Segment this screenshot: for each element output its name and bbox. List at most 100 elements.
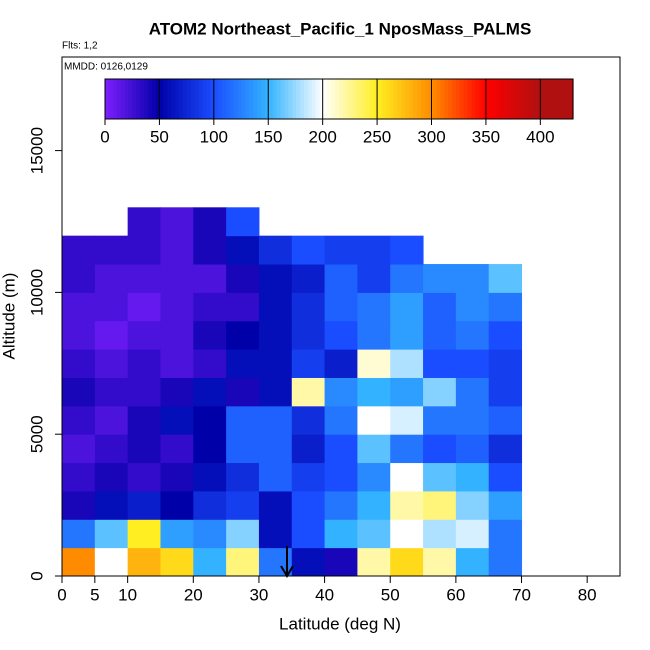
heat-cell (127, 235, 161, 265)
heat-cell (226, 462, 260, 492)
heat-cell (94, 490, 129, 520)
heat-cell (455, 377, 490, 407)
colorbar-swatch (491, 79, 496, 119)
heat-cell (226, 405, 260, 435)
heat-cell (291, 434, 326, 464)
heat-cell (258, 320, 293, 350)
colorbar-swatch (569, 79, 574, 119)
heat-cell (94, 519, 129, 549)
heat-cell (390, 235, 424, 265)
colorbar-swatch (506, 79, 512, 119)
heat-cell (291, 377, 326, 407)
heat-cell (455, 349, 490, 378)
colorbar-swatch (272, 79, 278, 119)
heat-cell (291, 320, 326, 350)
heat-cell (94, 320, 129, 350)
heat-cell (62, 434, 96, 464)
heat-cell (455, 292, 490, 322)
heat-cell (390, 547, 424, 577)
colorbar-swatch (549, 79, 555, 119)
colorbar-tick-label: 0 (100, 127, 109, 146)
colorbar-swatch (307, 79, 313, 119)
colorbar-swatch (358, 79, 363, 119)
x-tick-label: 5 (90, 585, 99, 604)
heat-cell (226, 547, 260, 577)
colorbar-swatch (471, 79, 477, 119)
heat-cell (258, 235, 293, 265)
heat-cell (127, 349, 161, 378)
heat-cell (62, 292, 96, 322)
heat-cell (423, 264, 457, 293)
heat-cell (423, 320, 457, 350)
colorbar-swatch (233, 79, 239, 119)
heat-cell (160, 235, 194, 265)
heat-cell (160, 264, 194, 293)
colorbar-swatch (424, 79, 430, 119)
heat-cell (357, 235, 391, 265)
heat-cell (357, 405, 391, 435)
heat-cell (160, 547, 194, 577)
heat-cell (488, 462, 523, 492)
heat-cell (127, 264, 161, 293)
colorbar-swatch (401, 79, 406, 119)
colorbar-swatch (463, 79, 469, 119)
heat-cell (357, 292, 391, 322)
colorbar-swatch (565, 79, 570, 119)
heat-cell (324, 264, 358, 293)
heat-cell (291, 519, 326, 549)
y-tick-label: 10000 (27, 269, 46, 316)
x-tick-label: 0 (57, 585, 66, 604)
heat-cell (324, 490, 358, 520)
heat-cell (357, 434, 391, 464)
heat-cell (324, 320, 358, 350)
colorbar-swatch (257, 79, 262, 119)
heat-cell (127, 434, 161, 464)
colorbar-swatch (124, 79, 129, 119)
heat-cell (258, 349, 293, 378)
heat-cell (193, 405, 227, 435)
heat-cell (226, 377, 260, 407)
colorbar-swatch (522, 79, 527, 119)
heat-cell (357, 349, 391, 378)
heat-cell (193, 519, 227, 549)
colorbar-swatch (339, 79, 344, 119)
heat-cell (94, 349, 129, 378)
colorbar-swatch (323, 79, 328, 119)
colorbar-swatch (237, 79, 243, 119)
colorbar-swatch (420, 79, 426, 119)
heat-cell (226, 264, 260, 293)
heat-cell (226, 292, 260, 322)
colorbar-swatch (284, 79, 289, 119)
colorbar-swatch (112, 79, 118, 119)
heat-cell (193, 235, 227, 265)
heat-cell (62, 264, 96, 293)
heat-cell (324, 377, 358, 407)
x-tick-label: 10 (118, 585, 137, 604)
y-tick-label: 0 (27, 571, 46, 580)
colorbar-swatch (428, 79, 434, 119)
colorbar-swatch (487, 79, 492, 119)
heat-cell (488, 349, 523, 378)
heat-cell (258, 434, 293, 464)
x-tick-label: 40 (315, 585, 334, 604)
heat-cell (423, 405, 457, 435)
colorbar-swatch (452, 79, 457, 119)
plot-frame (61, 56, 621, 577)
heat-cell (127, 292, 161, 322)
colorbar-swatch (296, 79, 301, 119)
heat-cell (160, 462, 194, 492)
colorbar-swatch (218, 79, 223, 119)
colorbar-swatch (413, 79, 418, 119)
heat-cell (127, 207, 161, 237)
heat-cell (291, 235, 326, 265)
heat-cell (127, 405, 161, 435)
heat-cell (455, 519, 490, 549)
heat-cell (94, 264, 129, 293)
heat-cell (423, 377, 457, 407)
heat-cell (127, 377, 161, 407)
colorbar-swatch (159, 79, 165, 119)
colorbar-swatch (354, 79, 360, 119)
heat-cell (160, 349, 194, 378)
colorbar-swatch (327, 79, 332, 119)
